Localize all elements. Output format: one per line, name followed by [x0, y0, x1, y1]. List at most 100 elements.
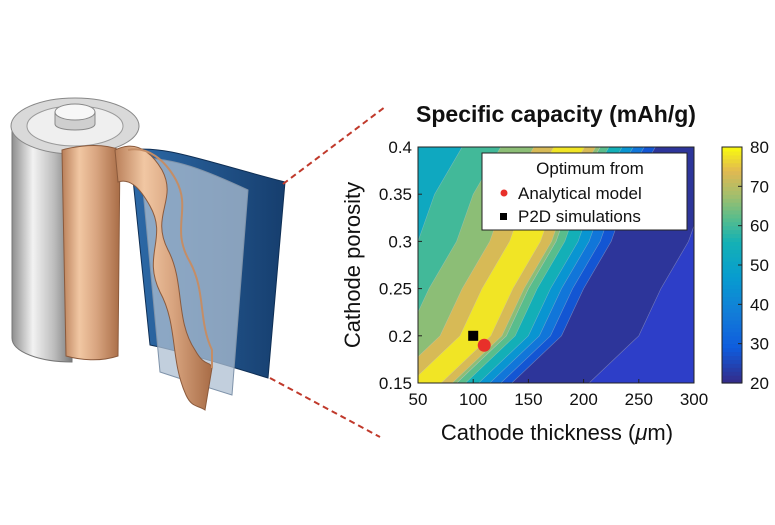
y-tick-label: 0.35 — [379, 185, 412, 204]
colorbar-segment — [722, 324, 742, 329]
colorbar-segment — [722, 245, 742, 250]
colorbar-segment — [722, 174, 742, 180]
capacity-chart: Specific capacity (mAh/g) 50 100 150 200 250… — [340, 101, 769, 445]
colorbar-segment — [722, 229, 742, 235]
colorbar-segment — [722, 150, 742, 156]
colorbar-segment — [722, 280, 742, 286]
colorbar-segment — [722, 351, 742, 357]
colorbar-segment — [722, 268, 742, 274]
legend-box — [481, 152, 688, 231]
x-tick-label: 100 — [459, 390, 487, 409]
colorbar-segment — [722, 339, 742, 345]
colorbar-segment — [722, 202, 742, 207]
colorbar-segment — [722, 288, 742, 294]
y-tick-label: 0.2 — [388, 327, 412, 346]
colorbar-segment — [722, 343, 742, 349]
legend-analytical-label: Analytical model — [518, 184, 642, 203]
p2d-optimum-marker — [468, 330, 479, 341]
analytical-optimum-marker — [477, 338, 491, 352]
x-tick-label: 250 — [625, 390, 653, 409]
colorbar-segment — [722, 225, 742, 231]
colorbar-segment — [722, 178, 742, 183]
copper-fold-highlight — [127, 148, 213, 368]
connector-line-bottom — [269, 377, 381, 438]
colorbar-segment — [722, 221, 742, 227]
colorbar-tick-label: 50 — [750, 256, 769, 275]
colorbar-segment — [722, 265, 742, 270]
colorbar-segment — [722, 213, 742, 219]
colorbar-segment — [722, 170, 742, 176]
colorbar-tick-label: 70 — [750, 177, 769, 196]
colorbar-segment — [722, 162, 742, 168]
colorbar-segment — [722, 166, 742, 172]
colorbar-segment — [722, 316, 742, 321]
colorbar-segment — [722, 363, 742, 368]
x-tick-label: 150 — [514, 390, 542, 409]
y-tick-label: 0.4 — [388, 138, 412, 157]
battery-illustration — [10, 97, 286, 411]
colorbar-segment — [722, 320, 742, 325]
colorbar-segment — [722, 253, 742, 258]
copper-foil-sheet — [114, 145, 213, 411]
legend-p2d-label: P2D simulations — [518, 207, 641, 226]
legend-analytical-marker — [500, 189, 508, 197]
colorbar-segment — [722, 237, 742, 242]
colorbar-segment — [722, 359, 742, 364]
colorbar: 20 30 40 50 60 70 80 — [721, 138, 769, 393]
colorbar-segment — [722, 261, 742, 266]
connector-line-top — [282, 106, 386, 185]
colorbar-segment — [722, 233, 742, 239]
colorbar-segment — [722, 276, 742, 282]
y-tick-label: 0.15 — [379, 374, 412, 393]
colorbar-segment — [722, 379, 742, 384]
x-tick-label: 300 — [680, 390, 708, 409]
colorbar-segment — [722, 292, 742, 298]
colorbar-segment — [722, 190, 742, 195]
y-tick-label: 0.3 — [388, 232, 412, 251]
axis-ticks: 50 100 150 200 250 300 0.15 0.2 0.25 0.3 0.35 0.4 — [379, 138, 708, 409]
legend-p2d-marker — [500, 213, 507, 220]
electrode-roll — [61, 145, 121, 361]
colorbar-tick-label: 40 — [750, 295, 769, 314]
plot-frame — [417, 146, 695, 384]
colorbar-segment — [722, 375, 742, 380]
colorbar-segment — [722, 209, 742, 215]
optimum-markers — [468, 330, 491, 352]
colorbar-tick-label: 80 — [750, 138, 769, 157]
colorbar-segment — [722, 194, 742, 199]
x-axis-label: Cathode thickness (μm) — [441, 420, 673, 445]
cell-casing — [11, 127, 73, 363]
colorbar-segment — [722, 312, 742, 317]
colorbar-segment — [722, 371, 742, 376]
colorbar-segment — [722, 335, 742, 341]
colorbar-segment — [722, 331, 742, 337]
colorbar-segment — [722, 257, 742, 262]
colorbar-segment — [722, 296, 742, 301]
colorbar-tick-label: 20 — [750, 374, 769, 393]
chart-title: Specific capacity (mAh/g) — [416, 101, 696, 127]
colorbar-segment — [722, 355, 742, 360]
colorbar-segment — [722, 206, 742, 211]
colorbar-segment — [722, 304, 742, 309]
colorbar-tick-label: 30 — [750, 335, 769, 354]
colorbar-segment — [722, 300, 742, 305]
colorbar-segment — [722, 284, 742, 290]
colorbar-segment — [722, 347, 742, 353]
colorbar-segment — [722, 327, 742, 333]
colorbar-segment — [722, 147, 742, 152]
y-tick-label: 0.25 — [379, 280, 412, 299]
terminal-cap — [54, 103, 96, 121]
x-tick-label: 50 — [409, 390, 428, 409]
colorbar-segment — [722, 154, 742, 160]
colorbar-segment — [722, 158, 742, 164]
colorbar-segment — [722, 198, 742, 203]
y-axis-label: Cathode porosity — [340, 182, 365, 348]
colorbar-segment — [722, 186, 742, 191]
colorbar-segment — [722, 272, 742, 278]
legend-header: Optimum from — [536, 159, 644, 178]
colorbar-segment — [722, 217, 742, 223]
colorbar-tick-label: 60 — [750, 217, 769, 236]
colorbar-segment — [722, 367, 742, 372]
x-tick-label: 200 — [569, 390, 597, 409]
